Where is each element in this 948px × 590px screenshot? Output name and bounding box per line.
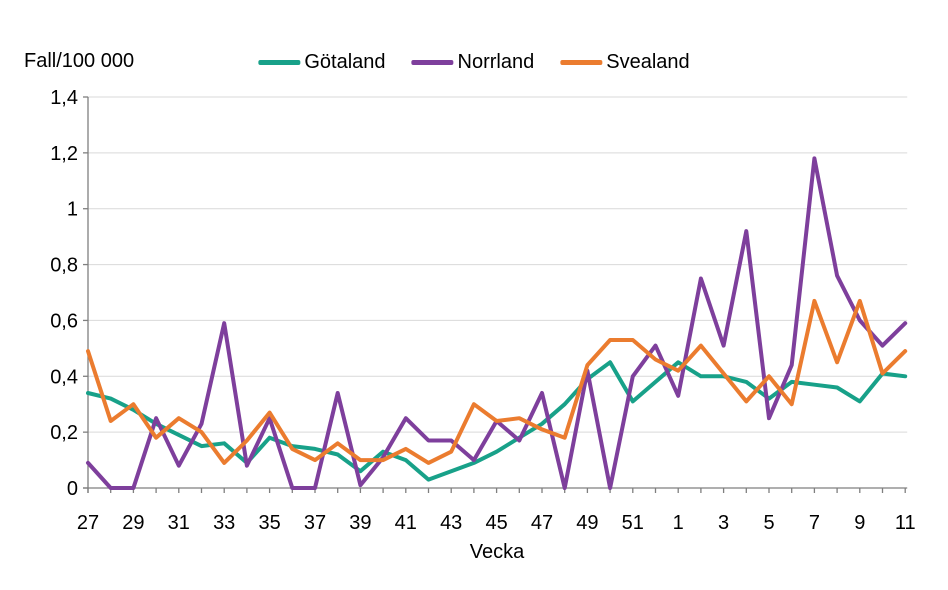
legend-label-norrland: Norrland [457, 51, 535, 73]
x-tick-label: 43 [440, 512, 462, 534]
legend-item-norrland: Norrland [411, 51, 535, 74]
legend-item-gotaland: Götaland [258, 51, 386, 74]
x-tick-label: 35 [258, 512, 280, 534]
x-tick-label: 9 [854, 512, 865, 534]
x-tick-label: 29 [122, 512, 144, 534]
x-tick-label: 47 [531, 512, 553, 534]
x-tick-label: 51 [622, 512, 644, 534]
legend-swatch-norrland [411, 60, 454, 65]
x-tick-label: 31 [168, 512, 190, 534]
x-tick-label: 1 [673, 512, 684, 534]
x-tick-label: 39 [349, 512, 371, 534]
x-tick-label: 33 [213, 512, 235, 534]
legend-swatch-svealand [560, 60, 603, 65]
y-tick-label: 0,8 [50, 255, 78, 277]
legend-label-gotaland: Götaland [304, 51, 386, 73]
x-tick-label: 41 [395, 512, 417, 534]
x-tick-label: 5 [763, 512, 774, 534]
y-tick-label: 1 [67, 199, 78, 221]
x-tick-label: 7 [809, 512, 820, 534]
x-tick-label: 11 [895, 512, 916, 534]
y-tick-label: 0,2 [50, 422, 78, 444]
legend-label-svealand: Svealand [606, 51, 690, 73]
series-line-svealand [86, 298, 908, 465]
x-tick-label: 3 [718, 512, 729, 534]
x-tick-label: 27 [77, 512, 99, 534]
x-axis-title: Vecka [469, 541, 525, 563]
legend-item-svealand: Svealand [560, 51, 690, 74]
x-tick-label: 45 [485, 512, 507, 534]
legend-swatch-gotaland [258, 60, 301, 65]
y-tick-label: 1,4 [50, 87, 78, 109]
x-tick-label: 49 [576, 512, 598, 534]
legend: Götaland Norrland Svealand [258, 51, 690, 74]
y-tick-label: 0,4 [50, 366, 78, 388]
y-tick-label: 0,6 [50, 310, 78, 332]
y-axis-title: Fall/100 000 [24, 50, 135, 72]
y-tick-label: 1,2 [50, 143, 78, 165]
series-line-norrland [86, 156, 908, 490]
y-tick-label: 0 [67, 478, 78, 500]
x-tick-label: 37 [304, 512, 326, 534]
series-line-gotaland [86, 360, 908, 482]
